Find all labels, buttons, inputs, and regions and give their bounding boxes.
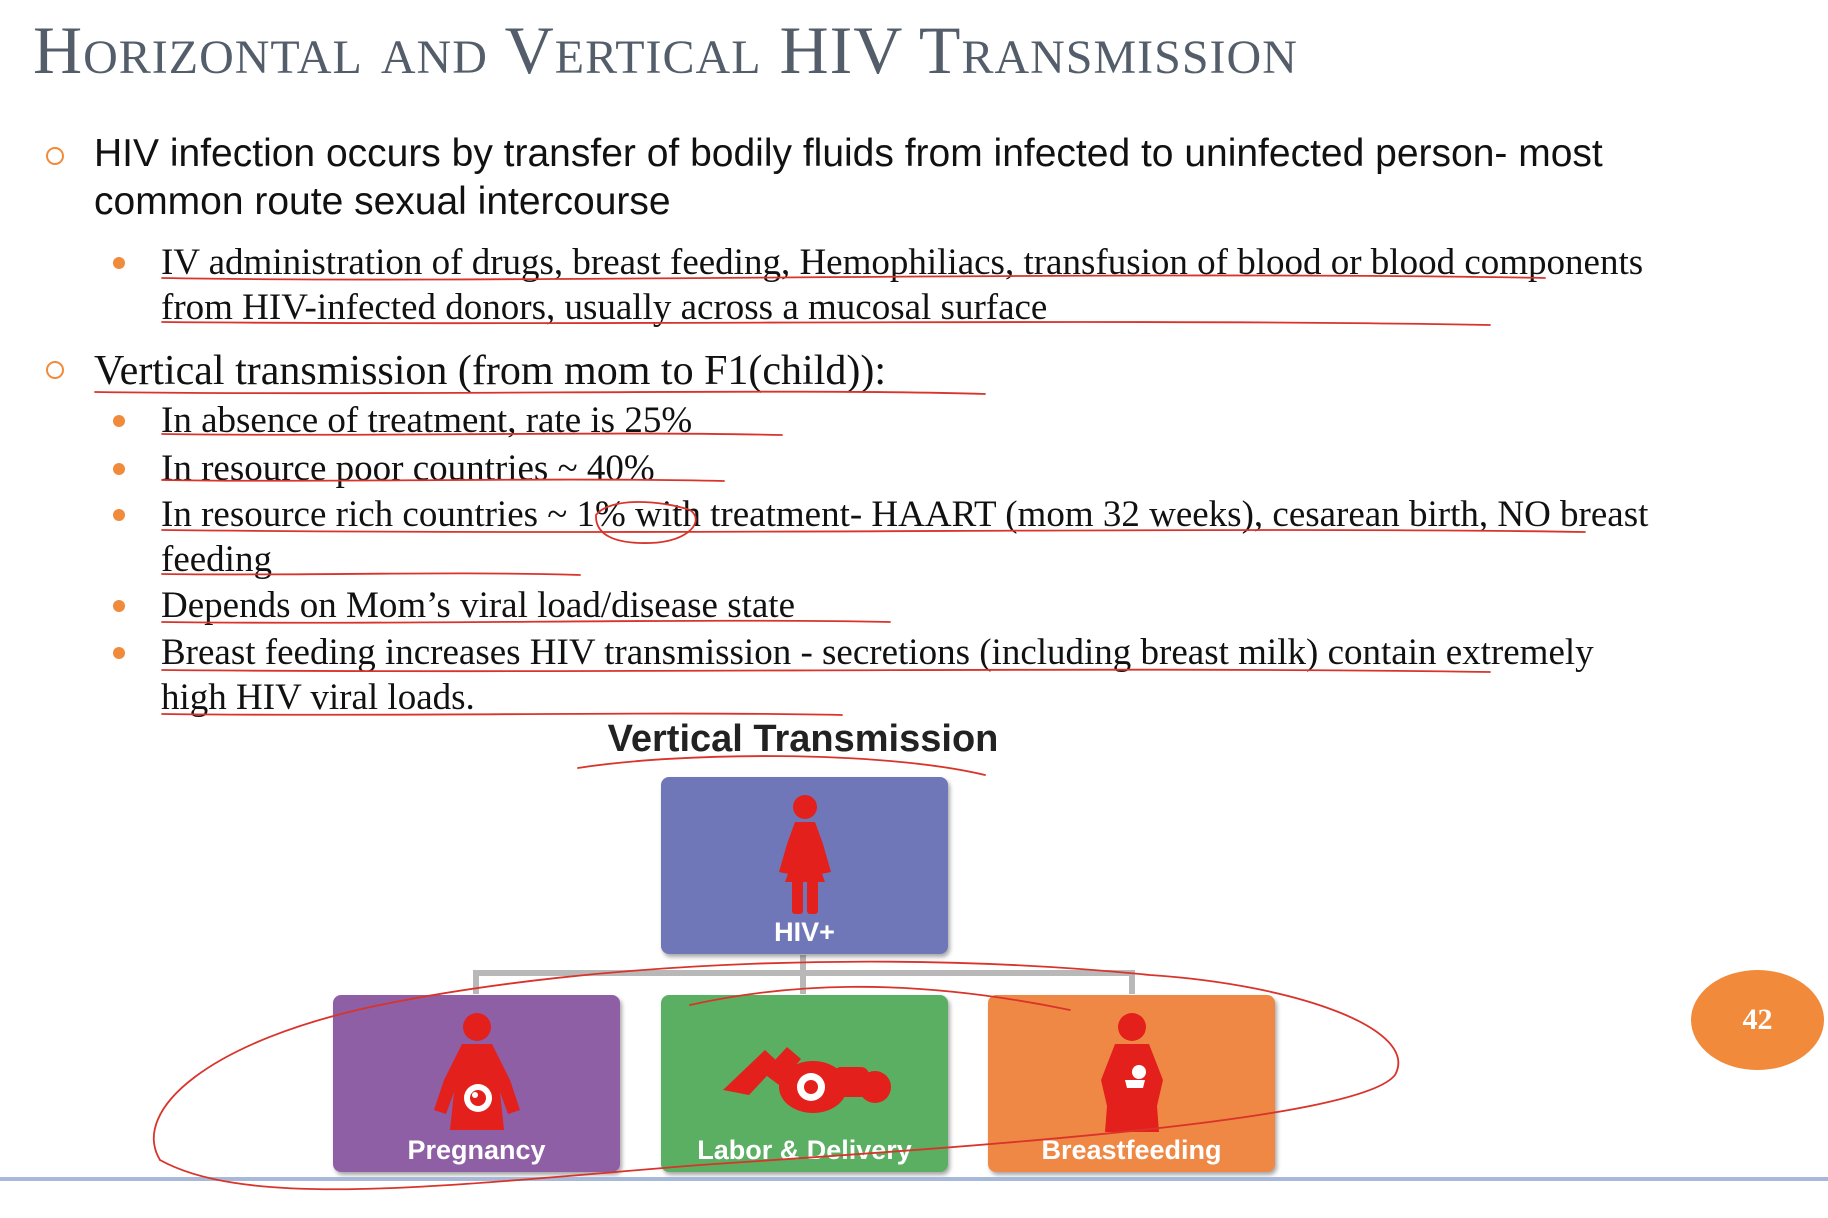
bullet-marker-hollow [46,147,64,165]
bullet-marker-hollow [46,361,64,379]
bullet-marker-dot [113,257,125,269]
bullet-marker-dot [113,509,125,521]
bullet-sub-2-1: In absence of treatment, rate is 25% [161,400,693,441]
bullet-marker-dot [113,415,125,427]
page-number-badge: 42 [1691,970,1824,1070]
bullet-marker-dot [113,600,125,612]
bullet-sub-1-1: IV administration of drugs, breast feedi… [161,242,1644,329]
labor-delivery-box: Labor & Delivery [661,995,948,1172]
connector-right [1129,970,1135,994]
bullet-marker-dot [113,647,125,659]
connector-left [473,970,479,994]
breastfeeding-label: Breastfeeding [1041,1135,1222,1165]
hiv-positive-box: HIV+ [661,777,948,954]
bullet-sub-2-2: In resource poor countries ~ 40% [161,448,655,489]
slide-title: Horizontal and Vertical HIV Transmission [33,12,1298,88]
pregnancy-box: Pregnancy [333,995,620,1172]
pregnant-woman-icon [433,1013,520,1130]
bullet-sub-2-4: Depends on Mom’s viral load/disease stat… [161,585,796,626]
bullet-marker-dot [113,463,125,475]
footer-divider [0,1177,1828,1181]
connector-middle [800,970,806,994]
labor-delivery-label: Labor & Delivery [697,1135,912,1165]
diagram-title: Vertical Transmission [607,718,999,760]
bullet-main-2: Vertical transmission (from mom to F1(ch… [94,348,887,394]
pregnancy-label: Pregnancy [407,1135,546,1165]
woman-icon [778,795,831,914]
bullet-main-1: HIV infection occurs by transfer of bodi… [94,132,1603,223]
hiv-positive-label: HIV+ [774,917,835,947]
bullet-sub-2-5: Breast feeding increases HIV transmissio… [161,632,1594,719]
breastfeeding-box: Breastfeeding [988,995,1275,1172]
breastfeeding-mother-icon [1100,1013,1163,1132]
childbirth-icon [722,1047,891,1113]
bullet-sub-2-3: In resource rich countries ~ 1% with tre… [161,494,1649,581]
